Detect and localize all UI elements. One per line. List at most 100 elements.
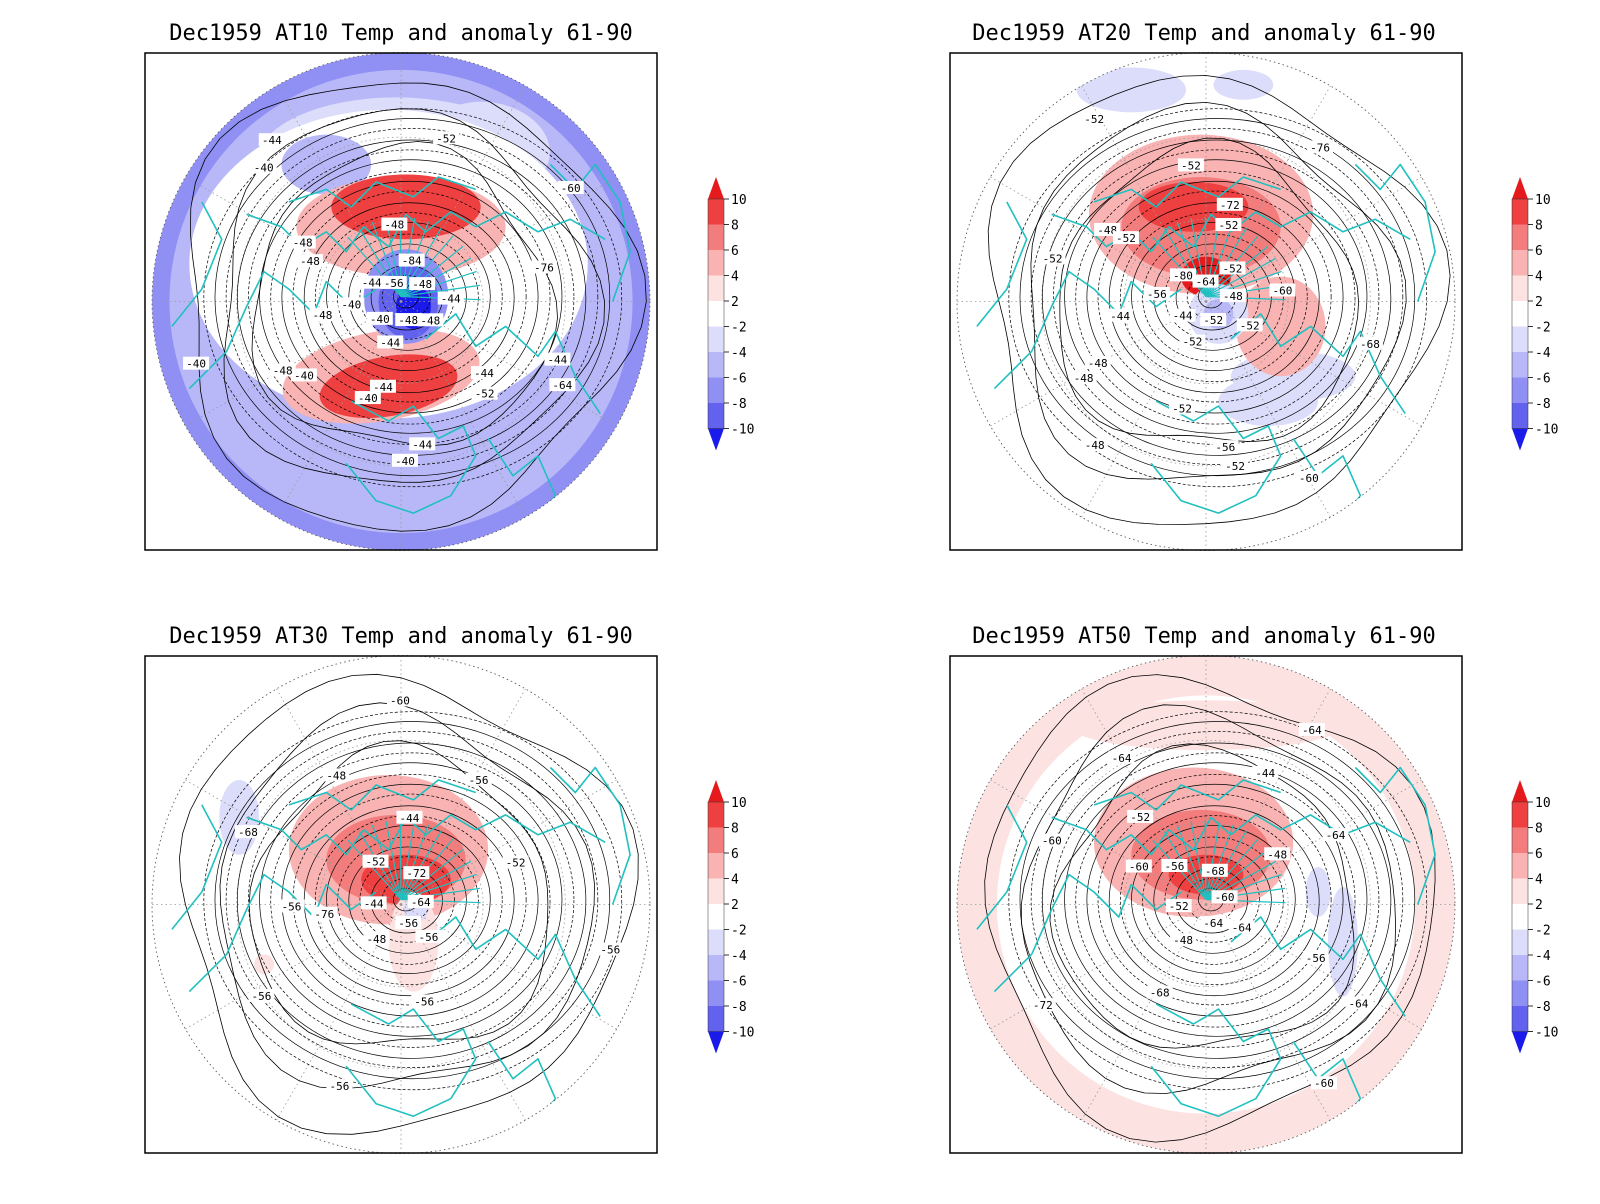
temperature-contour [1097,190,1332,403]
svg-text:-40: -40 [341,298,361,311]
svg-text:-52: -52 [436,132,456,145]
contour-label: -76 [530,260,557,275]
contour-label: -44 [377,335,404,349]
contour-label: -56 [465,772,492,787]
temperature-contour [259,762,563,1037]
temperature-contour [337,836,479,965]
temperature-contour [1086,783,1344,1017]
svg-text:-52: -52 [1116,232,1136,245]
svg-text:-72: -72 [406,867,426,880]
contour-label: -44 [1169,308,1196,323]
temperature-contour [1030,128,1404,466]
svg-text:-52: -52 [1240,319,1260,332]
anomaly-region [1328,887,1358,997]
temperature-contour [1075,171,1356,425]
temperature-contour [1041,742,1392,1059]
colorbar-segment [1512,929,1528,955]
svg-text:-64: -64 [1302,724,1322,737]
svg-text:-56: -56 [414,995,434,1008]
svg-text:-52: -52 [1218,219,1238,232]
coastline [400,824,429,900]
svg-text:-76: -76 [534,262,554,275]
coastline [1093,779,1281,811]
contour-label: -56 [411,994,438,1008]
colorbar-segment [708,878,724,904]
colorbar-segment [1512,955,1528,981]
contour-label: -60 [1211,890,1238,904]
contour-label: -56 [248,988,275,1003]
temperature-contour [179,673,639,1135]
temperature-contour [1064,159,1368,434]
colorbar-tick-label: 10 [1535,796,1551,811]
temperature-contour [251,141,558,447]
contour-label: -52 [1222,458,1249,473]
svg-text:-52: -52 [1225,460,1245,473]
contour-label: -56 [1212,440,1239,454]
colorbar-arrow-bottom [1512,1031,1528,1054]
temperature-contour [1153,846,1272,954]
coastline [1176,824,1207,900]
svg-text:-64: -64 [411,896,431,909]
temperature-contour [1142,836,1284,965]
contour-label: -64 [1345,996,1372,1010]
svg-text:-52: -52 [1169,900,1189,913]
contour-label: -72 [1029,998,1056,1012]
temperature-contour [1097,793,1332,1006]
colorbar-segment [1512,224,1528,250]
contour-label: -48 [309,308,336,322]
panel-title: Dec1959 AT10 Temp and anomaly 61-90 [169,21,633,46]
colorbar-segment [708,1006,724,1032]
colorbar-segment [1512,980,1528,1006]
panel-title: Dec1959 AT50 Temp and anomaly 61-90 [972,624,1436,649]
temperature-contour [214,721,611,1080]
anomaly-region [254,954,275,975]
temperature-contour [292,190,527,403]
contour-label: -64 [1192,274,1219,289]
temperature-contour [292,793,527,1006]
temperature-contour [987,75,1451,525]
panel-at30: Dec1959 AT30 Temp and anomaly 61-90-56-5… [144,624,754,1154]
svg-text:-40: -40 [370,313,390,326]
colorbar-tick-label: -2 [1535,321,1551,336]
colorbar-segment [708,802,724,828]
colorbar-segment [1512,1006,1528,1032]
colorbar-tick-label: -4 [731,346,747,361]
coastline [1190,821,1207,900]
temperature-contour [225,128,599,466]
temperature-contour [225,731,599,1069]
temperature-contour [1108,805,1320,997]
colorbar-segment [708,250,724,276]
coastline [400,257,472,298]
map-area: -56-56-56-48-48-44-44-52-56-52-56-56-72-… [152,655,650,1154]
temperature-contour [1119,815,1308,986]
contour-label: -48 [395,313,422,327]
coastline [1354,766,1436,905]
contour-label: -52 [1179,334,1206,349]
colorbar-tick-label: -6 [731,372,747,387]
svg-text:-60: -60 [1042,835,1062,848]
svg-text:-60: -60 [1299,472,1319,485]
temperature-contour [359,856,455,943]
coastline [171,804,223,930]
svg-text:-56: -56 [1165,860,1185,873]
colorbar-tick-label: -6 [1535,372,1551,387]
colorbar-tick-label: -8 [731,1000,747,1015]
temperature-contour [259,159,563,434]
temperature-contour [326,825,491,974]
anomaly-region [1305,867,1331,917]
colorbar: 10 8 6 4 2 -2 -4 -6 -8 -10 [707,177,754,451]
svg-text:-48: -48 [1097,224,1117,237]
contour-label: -44 [358,275,385,290]
svg-text:-52: -52 [1043,252,1063,265]
svg-text:-52: -52 [475,388,495,401]
contour-label: -76 [311,906,338,921]
meridian-line [185,301,402,427]
coastline [400,860,472,901]
contour-label: -52 [1127,809,1154,824]
contour-label: -52 [502,855,529,870]
temperature-contour [281,180,539,414]
colorbar-segment [1512,853,1528,879]
colorbar-segment [1512,250,1528,276]
contour-label: -52 [1177,158,1204,172]
contour-label: -64 [549,378,576,392]
